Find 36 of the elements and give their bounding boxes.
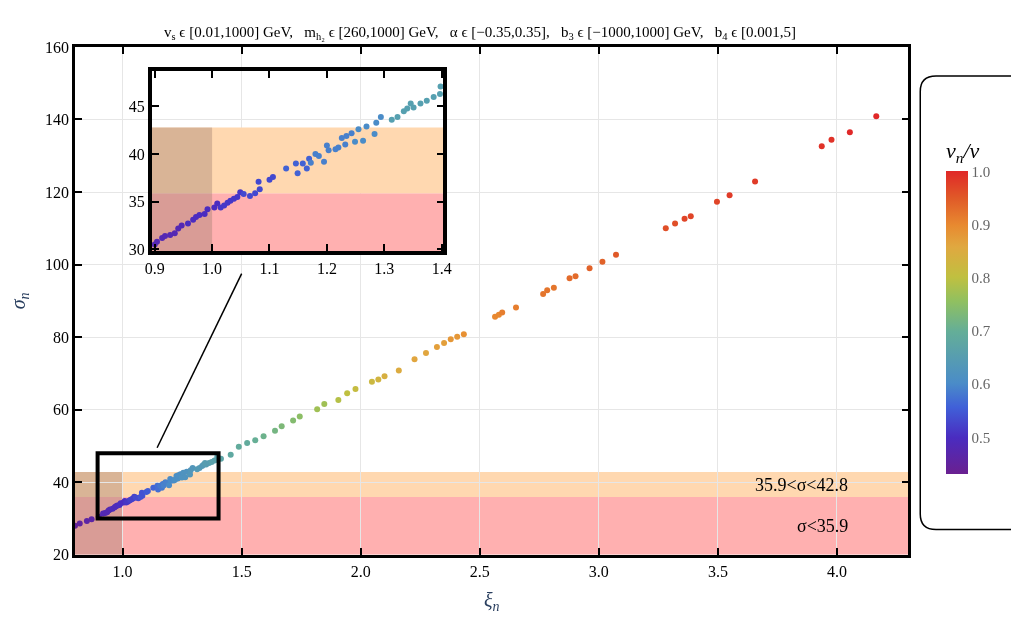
y-tick-label: 40 xyxy=(128,145,145,163)
x-tick-label: 1.0 xyxy=(202,260,223,278)
x-tick-label: 1.2 xyxy=(316,260,337,278)
x-tick-label: 1.5 xyxy=(231,562,252,580)
y-tick-label: 40 xyxy=(53,473,70,491)
x-tick-label: 3.0 xyxy=(588,562,609,580)
x-tick-label: 0.9 xyxy=(144,260,165,278)
y-tick-label: 20 xyxy=(53,546,70,564)
y-tick-label: 30 xyxy=(128,240,145,258)
color-bar-label: 0.5 xyxy=(971,429,991,446)
y-tick-label: 35 xyxy=(128,193,145,211)
x-tick-label: 1.1 xyxy=(259,260,280,278)
color-bar-label: 0.6 xyxy=(971,376,991,393)
y-tick-label: 80 xyxy=(53,328,70,346)
x-tick-label: 1.4 xyxy=(431,260,452,278)
y-tick-label: 140 xyxy=(45,111,70,129)
x-axis-title: ξ$_{n}$ xyxy=(483,589,500,615)
color-bar-label: 0.9 xyxy=(971,216,991,233)
y-tick-label: 60 xyxy=(53,401,70,419)
x-tick-label: 2.0 xyxy=(350,562,371,580)
band-label: σ<35.9 xyxy=(797,516,849,536)
band-label: 35.9<σ<42.8 xyxy=(755,475,849,495)
color-bar-title: v$_{n}$/v xyxy=(946,138,980,166)
y-tick-label: 45 xyxy=(128,98,145,116)
y-tick-label: 160 xyxy=(45,38,70,56)
x-tick-label: 2.5 xyxy=(469,562,490,580)
color-bar-label: 0.7 xyxy=(971,323,991,340)
color-bar-label: 0.8 xyxy=(971,270,991,287)
chart-title: v$_{s}$ ϵ [0.01,1000] GeV, m$_{h₂}$ ϵ [260,1000] GeV, α ϵ [−0.35,0.35], b$_{3}$ ϵ [−1000,1000] GeV, b$_{4}$ ϵ [0.001,5] xyxy=(164,24,796,43)
y-tick-label: 120 xyxy=(45,183,70,201)
y-tick-label: 100 xyxy=(45,256,70,274)
x-tick-label: 4.0 xyxy=(826,562,847,580)
color-bar-label: 1.0 xyxy=(971,163,991,180)
x-tick-label: 1.3 xyxy=(374,260,395,278)
x-tick-label: 3.5 xyxy=(707,562,728,580)
x-tick-label: 1.0 xyxy=(112,562,133,580)
